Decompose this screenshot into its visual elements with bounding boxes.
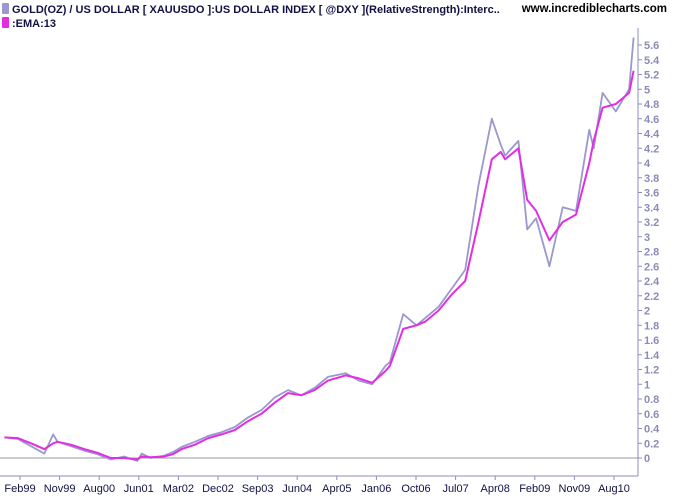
x-tick-label: Oct06 [401,483,430,495]
legend-swatch-gold-dxy [2,3,9,14]
y-tick-label: 5.4 [644,55,660,67]
y-tick-label: 5 [644,84,650,96]
price-lines [4,37,635,462]
y-tick-label: 1.6 [644,335,659,347]
series-line-ema [4,70,635,461]
legend-label-gold-dxy: GOLD(OZ) / US DOLLAR [ XAUUSDO ]:US DOLL… [12,4,500,16]
x-tick-label: Jun01 [124,483,154,495]
y-tick-label: 3.4 [644,202,660,214]
x-tick-label: Dec02 [202,483,234,495]
y-tick-label: 2.4 [644,276,660,288]
legend-label-ema: :EMA:13 [12,18,57,30]
x-tick-label: Jul07 [442,483,468,495]
y-tick-label: 4.8 [644,99,659,111]
x-tick-label: Feb09 [519,483,550,495]
x-axis: Feb99 Nov99 Aug00 Jun01 Mar02 Dec02 Sep03 Jun04… [4,476,630,495]
y-tick-label: 4.2 [644,143,659,155]
x-tick-label: Feb99 [4,483,35,495]
x-tick-label: Apr08 [481,483,510,495]
y-tick-label: 4 [644,158,651,170]
y-tick-label: 2.2 [644,291,659,303]
y-tick-label: 3.2 [644,217,659,229]
y-tick-label: 5.2 [644,70,659,82]
y-tick-label: 1.8 [644,320,659,332]
y-tick-label: 3.6 [644,188,659,200]
y-tick-label: 1 [644,379,650,391]
watermark: www.incrediblecharts.com [521,3,667,15]
y-tick-label: 0.8 [644,394,659,406]
y-tick-label: 4.4 [644,129,660,141]
x-tick-label: Nov99 [44,483,76,495]
x-tick-label: Aug00 [83,483,115,495]
y-tick-label: 4.6 [644,114,659,126]
y-tick-label: 0.6 [644,409,659,421]
y-tick-label: 5.6 [644,40,659,52]
x-tick-label: Aug10 [598,483,630,495]
y-tick-label: 2.8 [644,247,659,259]
y-tick-label: 1.4 [644,350,660,362]
x-tick-label: Jan06 [361,483,391,495]
x-tick-label: Nov09 [559,483,591,495]
legend-item-ema: :EMA:13 [2,17,56,30]
y-tick-label: 2.6 [644,261,659,273]
y-tick-label: 0.2 [644,438,659,450]
legend-swatch-ema [2,17,9,28]
x-tick-label: Mar02 [163,483,194,495]
y-tick-label: 2 [644,306,650,318]
x-tick-label: Sep03 [242,483,274,495]
plot-frame [0,28,639,477]
series-line-gold-dxy [4,37,635,462]
y-tick-label: 3 [644,232,650,244]
y-tick-label: 3.8 [644,173,659,185]
y-tick-label: 0 [644,453,650,465]
legend-item-gold-dxy: GOLD(OZ) / US DOLLAR [ XAUUSDO ]:US DOLL… [2,3,500,16]
y-tick-label: 1.2 [644,365,659,377]
x-tick-label: Apr05 [322,483,351,495]
y-tick-label: 0.4 [644,424,660,436]
y-axis: 0 0.2 0.4 0.6 0.8 1 1.2 1.4 1.6 1.8 2 2.2 2.4 2.6 2.8 3… [638,40,660,465]
x-tick-label: Jun04 [282,483,312,495]
